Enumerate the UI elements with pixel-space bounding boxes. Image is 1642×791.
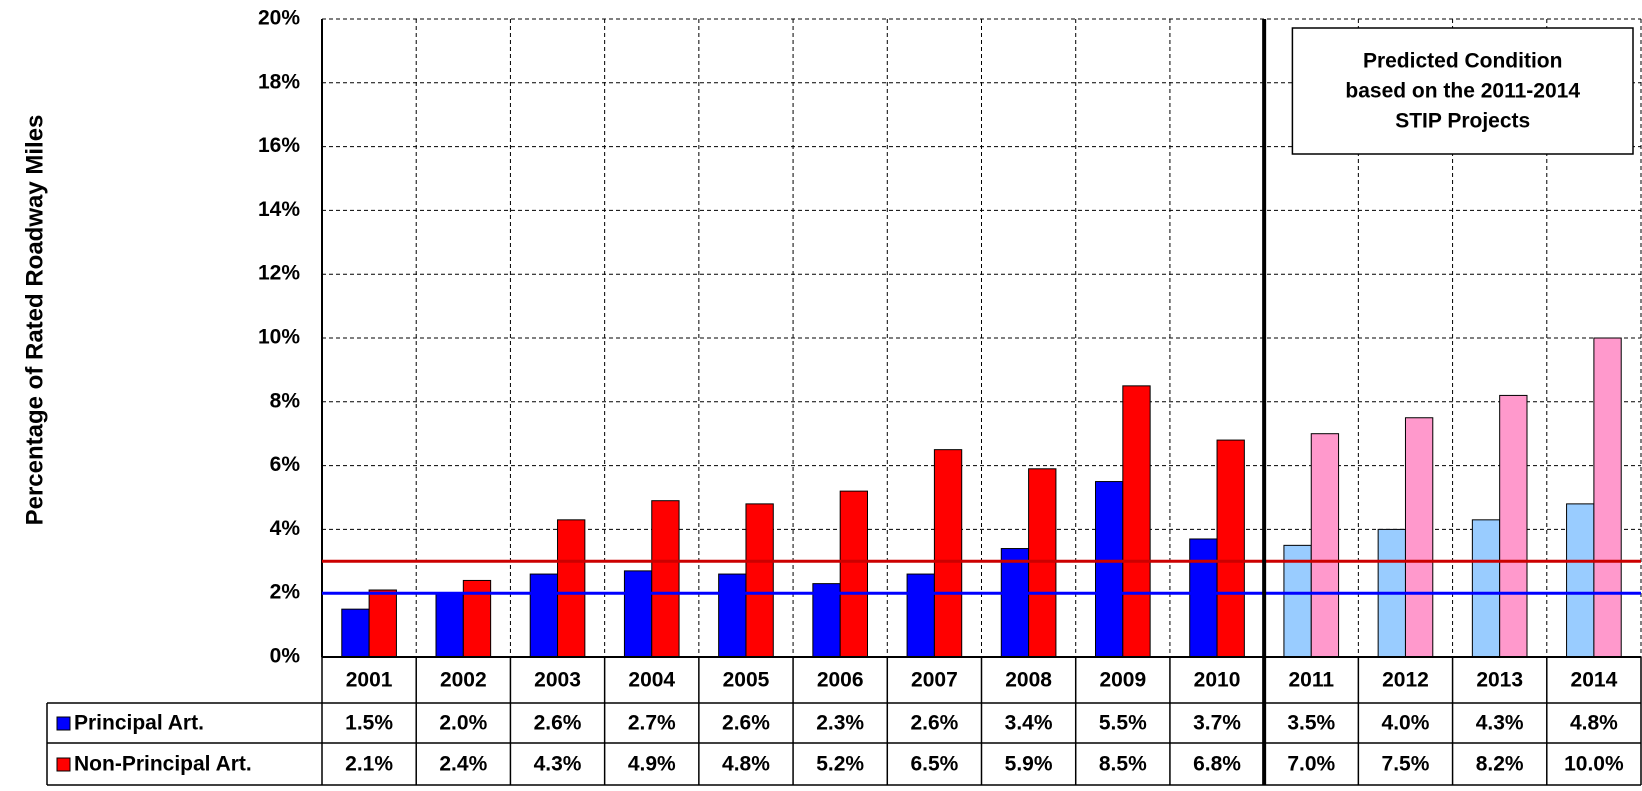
- bar: [1283, 544, 1312, 658]
- bar: [1094, 481, 1124, 658]
- y-tick-label: 16%: [258, 134, 300, 157]
- bar: [529, 573, 559, 658]
- legend-swatch: [56, 757, 71, 772]
- x-tick-label: 2013: [1476, 669, 1523, 692]
- y-tick-label: 12%: [258, 262, 300, 285]
- data-label: 2.1%: [345, 753, 393, 776]
- bar: [557, 519, 586, 658]
- x-tick-label: 2014: [1571, 669, 1618, 692]
- y-tick-label: 18%: [258, 70, 300, 93]
- data-label: 4.9%: [628, 753, 676, 776]
- bar: [341, 608, 370, 658]
- bar: [745, 503, 774, 658]
- data-label: 4.3%: [1476, 712, 1524, 735]
- bar: [1028, 468, 1057, 658]
- data-label: 2.6%: [722, 712, 770, 735]
- data-label: 2.0%: [439, 712, 487, 735]
- data-label: 6.8%: [1193, 753, 1241, 776]
- bar: [1122, 385, 1151, 658]
- legend-label: Non-Principal Art.: [74, 753, 252, 776]
- x-tick-label: 2002: [440, 669, 487, 692]
- y-tick-label: 14%: [258, 198, 300, 221]
- x-tick-label: 2008: [1005, 669, 1052, 692]
- bar: [651, 500, 680, 658]
- x-tick-label: 2003: [534, 669, 581, 692]
- bar: [1189, 538, 1218, 658]
- y-tick-label: 10%: [258, 326, 300, 349]
- legend-label: Principal Art.: [74, 712, 204, 735]
- data-label: 8.5%: [1099, 753, 1147, 776]
- bar: [933, 449, 963, 658]
- y-axis-label: Percentage of Rated Roadway Miles: [21, 115, 48, 526]
- data-label: 3.4%: [1005, 712, 1053, 735]
- bar: [906, 573, 935, 658]
- data-label: 3.5%: [1287, 712, 1335, 735]
- y-tick-label: 0%: [270, 645, 301, 668]
- x-tick-label: 2006: [817, 669, 864, 692]
- annotation-text: based on the 2011-2014: [1345, 80, 1580, 103]
- data-label: 5.2%: [816, 753, 864, 776]
- annotation-text: STIP Projects: [1395, 110, 1530, 133]
- bar: [1000, 548, 1030, 658]
- y-tick-label: 4%: [270, 517, 301, 540]
- data-label: 8.2%: [1476, 753, 1524, 776]
- data-label: 4.8%: [1570, 712, 1618, 735]
- bar: [435, 592, 464, 658]
- bar: [1404, 417, 1434, 658]
- annotation-text: Predicted Condition: [1363, 50, 1563, 73]
- data-label: 10.0%: [1564, 753, 1624, 776]
- data-label: 2.6%: [534, 712, 582, 735]
- x-tick-label: 2010: [1194, 669, 1241, 692]
- annotation-box: [1291, 27, 1634, 155]
- bar: [1499, 394, 1528, 658]
- data-label: 4.0%: [1382, 712, 1430, 735]
- data-label: 2.7%: [628, 712, 676, 735]
- x-tick-label: 2005: [723, 669, 770, 692]
- x-tick-label: 2009: [1099, 669, 1146, 692]
- bar: [1593, 337, 1622, 658]
- bar: [839, 490, 869, 658]
- data-label: 4.3%: [534, 753, 582, 776]
- bar: [368, 589, 397, 658]
- data-label: 1.5%: [345, 712, 393, 735]
- bar: [1216, 439, 1245, 658]
- data-label: 5.5%: [1099, 712, 1147, 735]
- bar: [718, 573, 747, 658]
- data-label: 7.0%: [1287, 753, 1335, 776]
- x-tick-label: 2001: [346, 669, 393, 692]
- bar: [1566, 503, 1595, 658]
- data-label: 2.6%: [910, 712, 958, 735]
- bar: [1471, 519, 1501, 658]
- y-tick-label: 8%: [270, 389, 301, 412]
- x-tick-label: 2011: [1288, 669, 1334, 692]
- x-tick-label: 2012: [1382, 669, 1429, 692]
- y-tick-label: 2%: [270, 581, 301, 604]
- x-tick-label: 2004: [628, 669, 675, 692]
- data-label: 5.9%: [1005, 753, 1053, 776]
- legend-swatch: [56, 716, 71, 731]
- data-label: 6.5%: [910, 753, 958, 776]
- y-tick-label: 6%: [270, 453, 301, 476]
- bar: [623, 570, 653, 658]
- bar: [1310, 433, 1340, 658]
- data-label: 2.4%: [439, 753, 487, 776]
- x-tick-label: 2007: [911, 669, 958, 692]
- data-label: 4.8%: [722, 753, 770, 776]
- data-label: 7.5%: [1382, 753, 1430, 776]
- data-label: 3.7%: [1193, 712, 1241, 735]
- data-label: 2.3%: [816, 712, 864, 735]
- y-tick-label: 20%: [258, 7, 300, 30]
